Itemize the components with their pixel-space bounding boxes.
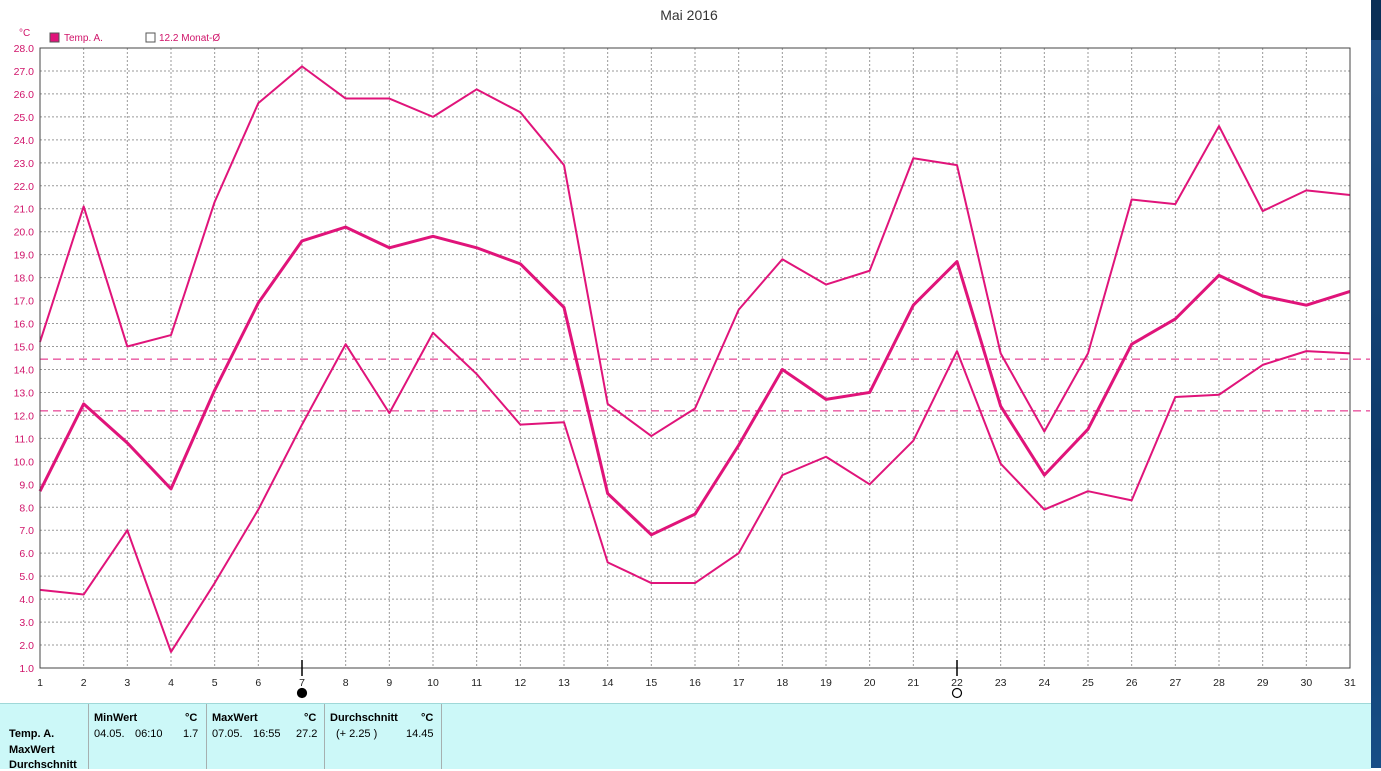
- avg-delta: (+ 2.25 ): [336, 728, 378, 740]
- legend-label-monthly-avg: 12.2 Monat-Ø: [159, 33, 220, 44]
- x-tick-label: 13: [558, 677, 570, 689]
- legend-label-temp: Temp. A.: [64, 33, 103, 44]
- max-unit: °C: [304, 712, 317, 724]
- x-tick-label: 5: [212, 677, 218, 689]
- x-tick-label: 18: [776, 677, 788, 689]
- y-tick-label: 21.0: [14, 204, 35, 216]
- y-tick-label: 26.0: [14, 89, 35, 101]
- min-header: MinWert: [94, 712, 138, 724]
- x-tick-label: 8: [343, 677, 349, 689]
- y-tick-label: 1.0: [19, 663, 34, 675]
- min-date: 04.05.: [94, 728, 125, 740]
- axes: 28.027.026.025.024.023.022.021.020.019.0…: [14, 43, 1356, 699]
- x-tick-label: 4: [168, 677, 174, 689]
- x-tick-label: 31: [1344, 677, 1356, 689]
- row-label-avg: Durchschnitt: [9, 759, 77, 771]
- y-tick-label: 18.0: [14, 273, 35, 285]
- legend-swatch-monthly-avg: [145, 32, 156, 43]
- y-tick-label: 3.0: [19, 617, 34, 629]
- x-tick-label: 15: [645, 677, 657, 689]
- y-tick-label: 16.0: [14, 319, 35, 331]
- y-tick-label: 5.0: [19, 571, 34, 583]
- full-moon-icon: [951, 687, 963, 699]
- x-tick-label: 26: [1126, 677, 1138, 689]
- x-tick-label: 12: [514, 677, 526, 689]
- series-lines: [38, 65, 1351, 653]
- scrollbar-thumb[interactable]: [1371, 0, 1381, 40]
- y-tick-label: 19.0: [14, 250, 35, 262]
- avg-unit: °C: [421, 712, 434, 724]
- vertical-scrollbar[interactable]: [1371, 0, 1381, 768]
- y-tick-label: 15.0: [14, 342, 35, 354]
- y-tick-label: 12.0: [14, 410, 35, 422]
- new-moon-icon: [296, 687, 308, 699]
- plot-frame: [39, 47, 1351, 669]
- x-tick-label: 28: [1213, 677, 1225, 689]
- y-tick-label: 10.0: [14, 456, 35, 468]
- x-tick-label: 24: [1038, 677, 1050, 689]
- avg-value: 14.45: [406, 728, 434, 740]
- y-tick-label: 9.0: [19, 479, 34, 491]
- max-time: 16:55: [253, 728, 281, 740]
- y-tick-label: 11.0: [14, 433, 34, 445]
- temperature-chart: Mai 2016 °C Temp. A. 12.2 Monat-Ø 28.027…: [14, 7, 1370, 699]
- max-value: 27.2: [296, 728, 318, 740]
- x-tick-label: 3: [124, 677, 130, 689]
- row-label-temp: Temp. A.: [9, 728, 55, 740]
- y-tick-label: 14.0: [14, 364, 35, 376]
- y-tick-label: 2.0: [19, 640, 34, 652]
- min-unit: °C: [185, 712, 198, 724]
- min-time: 06:10: [135, 728, 163, 740]
- y-tick-label: 22.0: [14, 181, 35, 193]
- x-tick-label: 29: [1257, 677, 1269, 689]
- series-line-min: [39, 331, 1351, 653]
- min-value: 1.7: [183, 728, 199, 740]
- x-tick-label: 25: [1082, 677, 1094, 689]
- y-tick-label: 8.0: [19, 502, 34, 514]
- x-tick-label: 14: [602, 677, 614, 689]
- x-tick-label: 2: [81, 677, 87, 689]
- stats-panel: Temp. A. MaxWert Durchschnitt MinWert °C…: [0, 703, 1371, 771]
- y-unit-label: °C: [19, 28, 30, 39]
- x-tick-label: 1: [37, 677, 43, 689]
- x-tick-label: 30: [1300, 677, 1312, 689]
- x-tick-label: 10: [427, 677, 439, 689]
- x-tick-label: 9: [386, 677, 392, 689]
- reference-lines: [40, 358, 1370, 412]
- x-tick-label: 7: [299, 677, 305, 689]
- y-tick-label: 24.0: [14, 135, 35, 147]
- legend-swatch-temp: [49, 32, 60, 43]
- grid: [40, 48, 1350, 668]
- max-header: MaxWert: [212, 712, 258, 724]
- x-tick-label: 11: [471, 677, 482, 689]
- x-tick-label: 17: [733, 677, 745, 689]
- y-tick-label: 20.0: [14, 227, 35, 239]
- y-tick-label: 25.0: [14, 112, 35, 124]
- x-tick-label: 27: [1169, 677, 1181, 689]
- series-line-avg: [38, 225, 1351, 537]
- chart-title: Mai 2016: [660, 7, 718, 23]
- y-tick-label: 13.0: [14, 387, 35, 399]
- max-date: 07.05.: [212, 728, 243, 740]
- x-tick-label: 23: [995, 677, 1007, 689]
- y-tick-label: 28.0: [14, 43, 35, 55]
- y-tick-label: 7.0: [19, 525, 34, 537]
- y-tick-label: 23.0: [14, 158, 35, 170]
- y-tick-label: 27.0: [14, 66, 35, 78]
- y-tick-label: 4.0: [19, 594, 34, 606]
- y-tick-label: 6.0: [19, 548, 34, 560]
- x-tick-label: 22: [951, 677, 963, 689]
- row-label-max: MaxWert: [9, 744, 55, 756]
- x-tick-label: 19: [820, 677, 832, 689]
- series-line-max: [39, 65, 1351, 438]
- x-tick-label: 21: [907, 677, 919, 689]
- avg-header: Durchschnitt: [330, 712, 398, 724]
- x-tick-label: 20: [864, 677, 876, 689]
- x-tick-label: 6: [255, 677, 261, 689]
- x-tick-label: 16: [689, 677, 701, 689]
- y-tick-label: 17.0: [14, 296, 35, 308]
